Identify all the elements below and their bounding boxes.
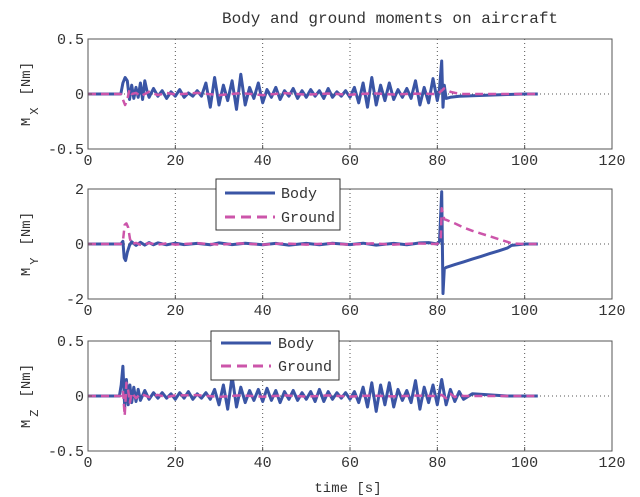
series-ground-line: [88, 87, 538, 107]
legend-ground-label: Ground: [278, 359, 332, 376]
ylabel-sub: X: [28, 108, 42, 115]
ylabel-sub: Z: [28, 410, 42, 417]
chart-title: Body and ground moments on aircraft: [222, 10, 558, 28]
x-tick-label: 80: [428, 153, 446, 170]
y-tick-label: -0.5: [48, 444, 84, 461]
ylabel-unit: [Nm]: [19, 212, 35, 246]
x-tick-label: 100: [511, 153, 538, 170]
x-tick-label: 120: [598, 153, 625, 170]
panel-my-legend: Body Ground: [215, 178, 341, 231]
y-tick-label: -2: [66, 292, 84, 309]
x-tick-label: 80: [428, 303, 446, 320]
y-tick-label: 0.5: [57, 334, 84, 351]
x-tick-label: 100: [511, 455, 538, 472]
legend-body-label: Body: [281, 186, 317, 203]
legend-box: [210, 330, 340, 381]
x-tick-label: 60: [341, 303, 359, 320]
series-ground-line: [88, 207, 538, 247]
x-tick-label: 40: [254, 455, 272, 472]
series-body-line: [88, 59, 538, 111]
svg-text:MZ[Nm]: MZ [Nm]: [19, 364, 42, 428]
legend-ground-label: Ground: [281, 210, 335, 227]
x-axis-label: time [s]: [314, 481, 381, 497]
y-tick-label: 0: [75, 87, 84, 104]
x-tick-label: 120: [598, 303, 625, 320]
x-tick-label: 0: [83, 303, 92, 320]
x-tick-label: 40: [254, 303, 272, 320]
svg-text:MY[Nm]: MY [Nm]: [19, 212, 42, 276]
ylabel-main: M: [19, 118, 35, 126]
y-tick-label: 2: [75, 182, 84, 199]
panel-mx-plot: [88, 59, 538, 111]
x-tick-label: 40: [254, 153, 272, 170]
ylabel-sub: Y: [28, 258, 42, 265]
panel-mz-plot: [88, 364, 538, 418]
x-tick-label: 120: [598, 455, 625, 472]
ylabel-main: M: [19, 420, 35, 428]
legend-body-label: Body: [278, 336, 314, 353]
x-tick-label: 60: [341, 153, 359, 170]
panel-my-ylabel: MY [Nm]: [19, 212, 42, 276]
series-ground-line: [88, 381, 538, 418]
y-tick-label: 0: [75, 237, 84, 254]
x-tick-label: 100: [511, 303, 538, 320]
x-tick-label: 80: [428, 455, 446, 472]
x-tick-label: 20: [166, 455, 184, 472]
x-tick-label: 20: [166, 303, 184, 320]
ylabel-unit: [Nm]: [19, 62, 35, 96]
panel-mz-ylabel: MZ [Nm]: [19, 364, 42, 428]
panel-mx-ylabel: MX [Nm]: [19, 62, 42, 126]
ylabel-unit: [Nm]: [19, 364, 35, 398]
panel-mz-legend: Body Ground: [210, 330, 340, 381]
ylabel-main: M: [19, 268, 35, 276]
x-tick-label: 0: [83, 455, 92, 472]
y-tick-label: 0: [75, 389, 84, 406]
panel-my-plot: [88, 190, 538, 295]
legend-box: [215, 178, 341, 231]
x-tick-label: 20: [166, 153, 184, 170]
svg-text:MX[Nm]: MX [Nm]: [19, 62, 42, 126]
x-tick-label: 60: [341, 455, 359, 472]
y-tick-label: -0.5: [48, 142, 84, 159]
x-tick-label: 0: [83, 153, 92, 170]
y-tick-label: 0.5: [57, 32, 84, 49]
